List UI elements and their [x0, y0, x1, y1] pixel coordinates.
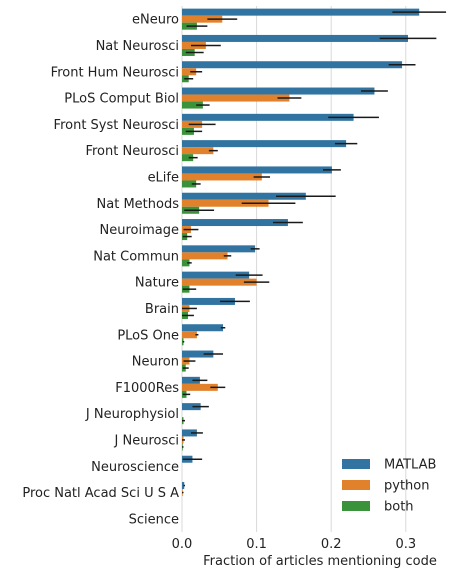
bar-matlab-3: [182, 87, 375, 95]
bar-matlab-10: [182, 271, 250, 279]
x-tick-labels: 0.0 0.1 0.2 0.3: [172, 537, 416, 552]
bar-matlab-6: [182, 166, 332, 174]
bar-matlab-2: [182, 61, 403, 69]
category-label-14: F1000Res: [115, 381, 179, 396]
legend-swatch-both: [342, 501, 370, 511]
x-axis-label: Fraction of articles mentioning code: [203, 554, 437, 569]
bar-matlab-16: [182, 429, 197, 437]
bar-both-3: [182, 101, 203, 109]
legend: MATLAB python both: [342, 458, 436, 515]
category-label-7: Nat Methods: [97, 197, 180, 212]
bar-matlab-0: [182, 8, 420, 16]
bar-both-6: [182, 180, 197, 188]
category-label-10: Nature: [135, 276, 179, 291]
bar-matlab-4: [182, 113, 354, 121]
error-bars: [182, 11, 447, 494]
category-label-5: Front Neurosci: [85, 144, 179, 159]
bar-matlab-11: [182, 297, 235, 305]
bar-python-3: [182, 94, 290, 102]
category-label-0: eNeuro: [132, 13, 179, 28]
bar-python-5: [182, 147, 214, 155]
category-label-9: Nat Commun: [93, 249, 179, 264]
x-tick-label-1: 0.1: [246, 537, 267, 552]
bar-matlab-1: [182, 34, 409, 42]
bar-matlab-5: [182, 140, 347, 148]
category-label-19: Science: [129, 512, 179, 527]
category-label-8: Neuroimage: [100, 223, 179, 238]
category-label-6: eLife: [148, 170, 179, 185]
category-label-18: Proc Natl Acad Sci U S A: [22, 486, 179, 501]
bar-matlab-8: [182, 219, 288, 227]
legend-label-both: both: [384, 500, 414, 515]
category-label-12: PLoS One: [117, 328, 179, 343]
category-label-13: Neuron: [132, 355, 179, 370]
bar-python-9: [182, 252, 228, 260]
bar-python-7: [182, 199, 269, 207]
bar-both-9: [182, 259, 190, 267]
bar-python-12: [182, 331, 197, 339]
category-label-16: J Neurosci: [114, 433, 179, 448]
bar-matlab-14: [182, 376, 200, 384]
x-tick-label-3: 0.3: [395, 537, 416, 552]
bar-python-14: [182, 383, 218, 391]
legend-label-python: python: [384, 479, 429, 494]
legend-swatch-python: [342, 480, 370, 490]
bar-matlab-7: [182, 192, 306, 200]
category-label-11: Brain: [145, 302, 179, 317]
bar-python-10: [182, 278, 257, 286]
bar-matlab-12: [182, 324, 224, 332]
bar-matlab-18: [182, 482, 185, 490]
bars: [182, 8, 420, 497]
category-label-4: Front Syst Neurosci: [54, 118, 179, 133]
bar-python-6: [182, 173, 262, 181]
legend-swatch-matlab: [342, 459, 370, 469]
category-label-17: Neuroscience: [91, 460, 179, 475]
category-label-15: J Neurophysiol: [85, 407, 179, 422]
bar-python-2: [182, 68, 197, 76]
bar-python-0: [182, 15, 223, 23]
legend-label-matlab: MATLAB: [384, 458, 436, 473]
bar-both-5: [182, 154, 194, 162]
x-tick-label-0: 0.0: [172, 537, 193, 552]
bar-matlab-13: [182, 350, 214, 358]
grid-lines: [181, 6, 407, 532]
bar-matlab-9: [182, 245, 256, 253]
bar-matlab-15: [182, 403, 201, 411]
category-labels: eNeuro Nat Neurosci Front Hum Neurosci PLoS…: [22, 13, 179, 528]
category-label-1: Nat Neurosci: [96, 39, 179, 54]
category-label-3: PLoS Comput Biol: [64, 92, 179, 107]
x-tick-label-2: 0.2: [321, 537, 342, 552]
category-label-2: Front Hum Neurosci: [51, 65, 179, 80]
